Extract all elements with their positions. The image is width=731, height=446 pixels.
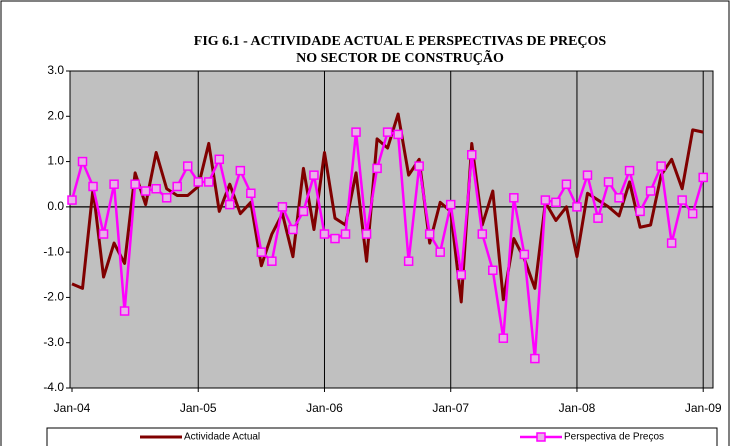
point-marker (530, 353, 540, 364)
point-marker (519, 249, 530, 260)
point-marker (130, 179, 140, 189)
point-marker (340, 229, 351, 239)
point-marker (656, 161, 666, 171)
point-marker (687, 208, 698, 219)
point-marker (225, 199, 235, 210)
x-tick-label: Jan-04 (54, 401, 91, 415)
point-marker (509, 193, 519, 203)
legend-label: Perspectiva de Preços (564, 432, 664, 443)
point-marker (98, 229, 109, 239)
point-marker (67, 195, 77, 205)
legend-label: Actividade Actual (184, 432, 260, 443)
point-marker (193, 177, 203, 187)
point-marker (372, 163, 382, 174)
legend-marker (536, 432, 546, 442)
point-marker (403, 256, 414, 266)
point-marker (635, 206, 645, 217)
x-tick-label: Jan-07 (432, 401, 469, 415)
point-marker (361, 229, 372, 239)
series-line (71, 112, 704, 304)
point-marker (456, 270, 466, 280)
y-tick-label: 0.0 (47, 199, 64, 213)
point-marker (309, 170, 319, 180)
point-marker (467, 150, 477, 160)
point-marker (624, 165, 635, 176)
point-marker (109, 179, 119, 189)
point-marker (424, 229, 435, 239)
point-marker (414, 161, 424, 171)
point-marker (382, 127, 393, 137)
point-marker (582, 170, 593, 180)
y-tick-label: -3.0 (43, 335, 64, 349)
point-marker (182, 161, 193, 171)
point-marker (614, 193, 624, 203)
chart-title: NO SECTOR DE CONSTRUÇÃO (296, 48, 504, 66)
point-marker (677, 195, 687, 205)
y-tick-label: -1.0 (43, 244, 64, 258)
y-tick-label: 3.0 (47, 63, 64, 77)
point-marker (161, 193, 172, 203)
point-marker (393, 129, 403, 140)
point-marker (477, 229, 488, 239)
chart-title: FIG 6.1 - ACTIVIDADE ACTUAL E PERSPECTIV… (194, 34, 607, 49)
x-tick-label: Jan-08 (559, 401, 596, 415)
point-marker (498, 333, 509, 343)
x-tick-label: Jan-05 (180, 401, 217, 415)
x-tick-label: Jan-09 (685, 401, 722, 415)
legend-box (46, 427, 718, 446)
point-marker (119, 306, 130, 316)
point-marker (288, 224, 298, 235)
y-tick-label: -2.0 (43, 290, 64, 304)
point-marker (172, 181, 182, 192)
point-marker (267, 256, 277, 266)
y-tick-label: -4.0 (43, 380, 64, 394)
point-marker (235, 165, 246, 176)
point-marker (319, 229, 330, 239)
y-tick-label: 2.0 (47, 108, 64, 122)
point-marker (488, 265, 498, 276)
point-marker (551, 197, 561, 208)
point-marker (540, 195, 551, 205)
point-marker (561, 179, 572, 189)
point-marker (593, 213, 603, 223)
point-marker (666, 238, 677, 248)
point-marker (246, 188, 256, 199)
point-marker (88, 181, 98, 192)
point-marker (445, 199, 456, 210)
point-marker (214, 154, 225, 165)
point-marker (351, 127, 361, 137)
y-tick-label: 1.0 (47, 154, 64, 168)
x-tick-label: Jan-06 (306, 401, 343, 415)
plot-area (69, 70, 714, 389)
point-marker (256, 247, 267, 257)
point-marker (698, 172, 708, 183)
point-marker (603, 177, 614, 187)
point-marker (572, 202, 582, 212)
point-marker (140, 186, 151, 196)
point-marker (204, 177, 214, 187)
point-marker (151, 183, 161, 194)
point-marker (645, 186, 656, 196)
point-marker (435, 247, 445, 257)
point-marker (277, 202, 288, 212)
point-marker (77, 156, 88, 167)
point-marker (298, 206, 309, 217)
point-marker (330, 233, 340, 244)
